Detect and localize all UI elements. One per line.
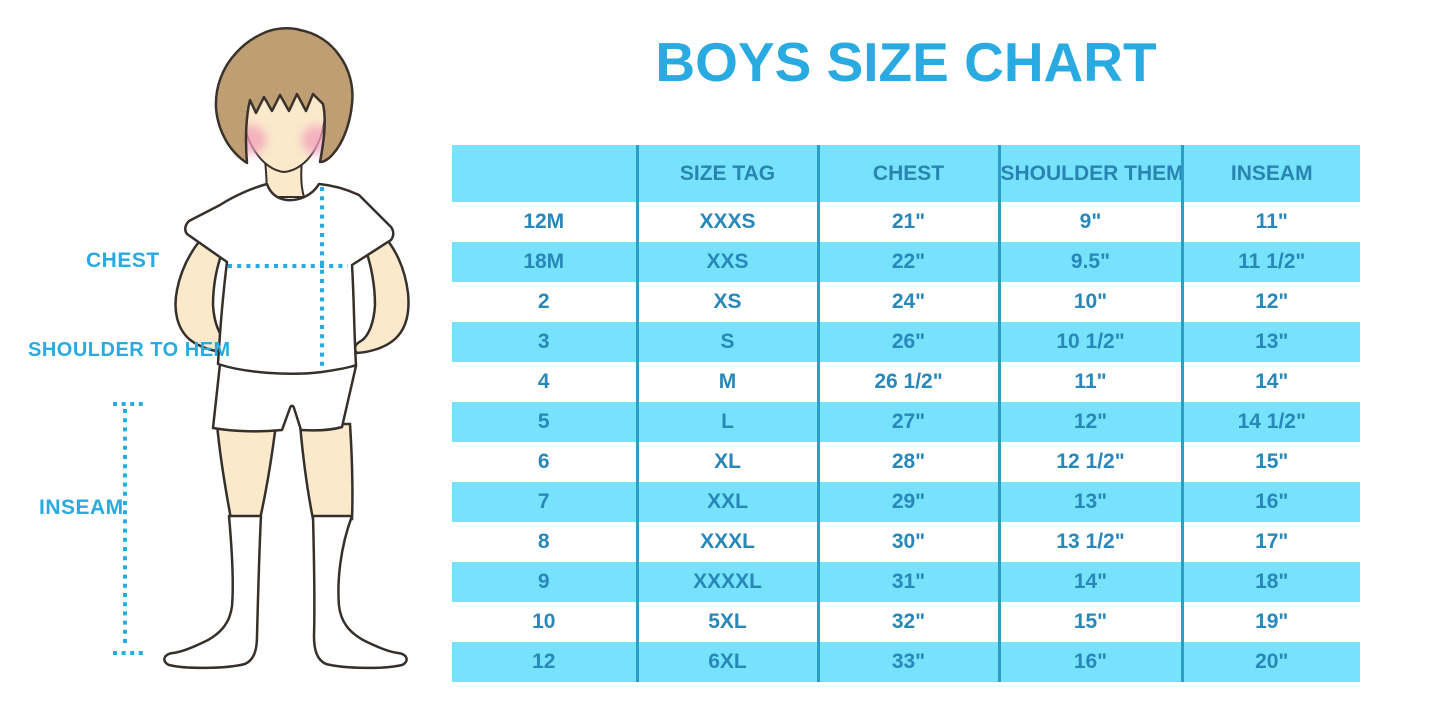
table-cell: 33" — [816, 642, 999, 682]
boy-left-knee — [215, 422, 278, 521]
boy-shorts — [211, 362, 358, 433]
table-cell: 14 1/2" — [1180, 402, 1360, 442]
boy-right-sock — [311, 514, 408, 670]
table-cell: 6XL — [635, 642, 818, 682]
header-cell-chest: CHEST — [816, 145, 999, 202]
table-cell: XXXS — [635, 202, 818, 242]
table-cell: XXXL — [635, 522, 818, 562]
table-cell: 14" — [1180, 362, 1360, 402]
table-cell: 12 — [452, 642, 637, 682]
table-cell: 5XL — [635, 602, 818, 642]
table-cell: 12" — [1180, 282, 1360, 322]
table-row: 6 XL 28" 12 1/2" 15" — [452, 442, 1360, 482]
table-cell: 5 — [452, 402, 637, 442]
table-cell: 10" — [997, 282, 1182, 322]
table-cell: 30" — [816, 522, 999, 562]
table-cell: M — [635, 362, 818, 402]
table-cell: 13 1/2" — [997, 522, 1182, 562]
table-cell: 12" — [997, 402, 1182, 442]
table-cell: 22" — [816, 242, 999, 282]
table-cell: XXL — [635, 482, 818, 522]
boy-hair — [214, 27, 354, 165]
shoulder-to-hem-label: SHOULDER TO HEM — [28, 339, 231, 361]
table-cell: 29" — [816, 482, 999, 522]
header-cell-shoulder: SHOULDER THEM — [997, 145, 1182, 202]
table-cell: XS — [635, 282, 818, 322]
table-cell: 13" — [997, 482, 1182, 522]
table-row: 4 M 26 1/2" 11" 14" — [452, 362, 1360, 402]
table-cell: 21" — [816, 202, 999, 242]
table-row: 7 XXL 29" 13" 16" — [452, 482, 1360, 522]
table-cell: 9.5" — [997, 242, 1182, 282]
boy-measurement-diagram — [113, 27, 410, 670]
table-cell: 6 — [452, 442, 637, 482]
boy-right-knee — [298, 422, 354, 521]
table-cell: 12M — [452, 202, 637, 242]
table-cell: 11" — [997, 362, 1182, 402]
table-cell: S — [635, 322, 818, 362]
table-row: 10 5XL 32" 15" 19" — [452, 602, 1360, 642]
table-cell: 11" — [1180, 202, 1360, 242]
table-cell: 4 — [452, 362, 637, 402]
size-chart-table: SIZE TAG CHEST SHOULDER THEM INSEAM 12M … — [452, 145, 1360, 682]
table-cell: 9 — [452, 562, 637, 602]
table-cell: 10 1/2" — [997, 322, 1182, 362]
table-cell: 32" — [816, 602, 999, 642]
table-row: 5 L 27" 12" 14 1/2" — [452, 402, 1360, 442]
table-cell: XXS — [635, 242, 818, 282]
table-cell: 27" — [816, 402, 999, 442]
table-cell: 10 — [452, 602, 637, 642]
table-row: 2 XS 24" 10" 12" — [452, 282, 1360, 322]
table-cell: 7 — [452, 482, 637, 522]
table-cell: 15" — [997, 602, 1182, 642]
table-cell: 3 — [452, 322, 637, 362]
inseam-label: INSEAM — [39, 496, 124, 519]
table-row: 12 6XL 33" 16" 20" — [452, 642, 1360, 682]
table-cell: 13" — [1180, 322, 1360, 362]
table-cell: XL — [635, 442, 818, 482]
table-row: 3 S 26" 10 1/2" 13" — [452, 322, 1360, 362]
table-cell: 26 1/2" — [816, 362, 999, 402]
header-cell-inseam: INSEAM — [1180, 145, 1360, 202]
table-cell: 18" — [1180, 562, 1360, 602]
table-cell: 28" — [816, 442, 999, 482]
header-cell-size-tag: SIZE TAG — [635, 145, 818, 202]
table-cell: 20" — [1180, 642, 1360, 682]
table-cell: 24" — [816, 282, 999, 322]
table-cell: 16" — [1180, 482, 1360, 522]
boy-left-sock — [163, 514, 263, 670]
table-cell: 17" — [1180, 522, 1360, 562]
table-row: 8 XXXL 30" 13 1/2" 17" — [452, 522, 1360, 562]
table-cell: 15" — [1180, 442, 1360, 482]
table-cell: 18M — [452, 242, 637, 282]
table-header-row: SIZE TAG CHEST SHOULDER THEM INSEAM — [452, 145, 1360, 202]
table-cell: 9" — [997, 202, 1182, 242]
table-row: 9 XXXXL 31" 14" 18" — [452, 562, 1360, 602]
table-cell: 16" — [997, 642, 1182, 682]
table-cell: XXXXL — [635, 562, 818, 602]
table-cell: 12 1/2" — [997, 442, 1182, 482]
table-cell: 8 — [452, 522, 637, 562]
table-cell: 14" — [997, 562, 1182, 602]
table-cell: 31" — [816, 562, 999, 602]
table-cell: 26" — [816, 322, 999, 362]
page-title: BOYS SIZE CHART — [655, 31, 1157, 93]
table-row: 18M XXS 22" 9.5" 11 1/2" — [452, 242, 1360, 282]
boy-tshirt — [184, 182, 395, 375]
chest-label: CHEST — [86, 249, 160, 272]
table-row: 12M XXXS 21" 9" 11" — [452, 202, 1360, 242]
table-cell: 2 — [452, 282, 637, 322]
table-cell: 11 1/2" — [1180, 242, 1360, 282]
table-cell: 19" — [1180, 602, 1360, 642]
table-cell: L — [635, 402, 818, 442]
header-cell-size — [452, 145, 637, 202]
